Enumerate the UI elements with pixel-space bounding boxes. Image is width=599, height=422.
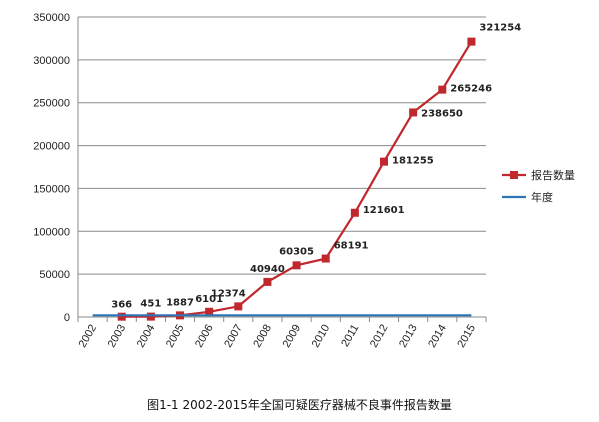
figure-caption: 图1-1 2002-2015年全国可疑医疗器械不良事件报告数量 (147, 398, 452, 412)
data-label: 181255 (392, 156, 434, 167)
gridlines (77, 16, 487, 322)
x-tick-label: 2010 (310, 323, 333, 350)
x-tick-label: 2008 (251, 323, 274, 350)
data-label: 1887 (166, 297, 194, 308)
x-tick-label: 2004 (135, 323, 158, 350)
data-point (292, 261, 301, 270)
x-tick-label: 2003 (106, 323, 129, 350)
legend-label: 年度 (531, 190, 553, 204)
series-line-0 (121, 41, 473, 318)
y-tick-label: 200000 (33, 141, 70, 153)
x-tick-label: 2006 (193, 323, 216, 350)
x-tick-label: 2014 (426, 323, 449, 350)
data-point (409, 108, 418, 117)
data-label: 121601 (363, 205, 405, 216)
x-tick-label: 2013 (397, 323, 420, 350)
data-point (117, 312, 126, 321)
x-tick-label: 2002 (77, 323, 100, 350)
y-tick-label: 100000 (33, 226, 70, 238)
data-point (380, 157, 388, 166)
data-point (146, 312, 155, 321)
legend-swatch-marker (510, 171, 518, 179)
data-point (205, 307, 214, 316)
data-label: 265246 (450, 84, 492, 95)
data-label: 366 (111, 300, 132, 311)
data-label: 40940 (250, 264, 285, 275)
line-chart: 0 50000 100000 150000 200000 250000 300000 3500… (33, 12, 575, 350)
y-tick-label: 150000 (33, 183, 70, 195)
y-tick-label: 350000 (33, 12, 70, 24)
legend-label: 报告数量 (531, 168, 575, 182)
x-axis-tick-labels: 2002 2003 2004 2005 2006 2007 2008 2009 2010 2011… (77, 323, 478, 350)
data-label: 238650 (421, 108, 463, 119)
data-point (321, 254, 330, 263)
data-point (467, 37, 476, 46)
y-axis-tick-labels: 0 50000 100000 150000 200000 250000 300000 3500… (33, 12, 70, 324)
data-point (263, 277, 272, 286)
x-tick-label: 2012 (368, 323, 391, 350)
data-label: 6101 (195, 294, 223, 305)
x-tick-label: 2011 (339, 323, 361, 349)
x-tick-label: 2005 (164, 323, 187, 350)
data-point (350, 208, 359, 217)
data-label: 451 (140, 299, 161, 310)
y-tick-label: 0 (64, 312, 70, 324)
series-group (92, 37, 476, 321)
x-tick-label: 2007 (222, 323, 245, 350)
data-label: 321254 (479, 23, 521, 34)
data-label: 12374 (211, 288, 246, 299)
y-tick-label: 250000 (33, 98, 70, 110)
x-tick-label: 2015 (455, 323, 478, 350)
data-label: 60305 (279, 246, 314, 257)
x-tick-label: 2009 (281, 323, 304, 350)
y-tick-label: 300000 (33, 55, 70, 67)
data-point (438, 85, 447, 94)
y-tick-label: 50000 (39, 269, 70, 281)
data-label: 68191 (334, 241, 369, 252)
data-point (234, 302, 243, 311)
